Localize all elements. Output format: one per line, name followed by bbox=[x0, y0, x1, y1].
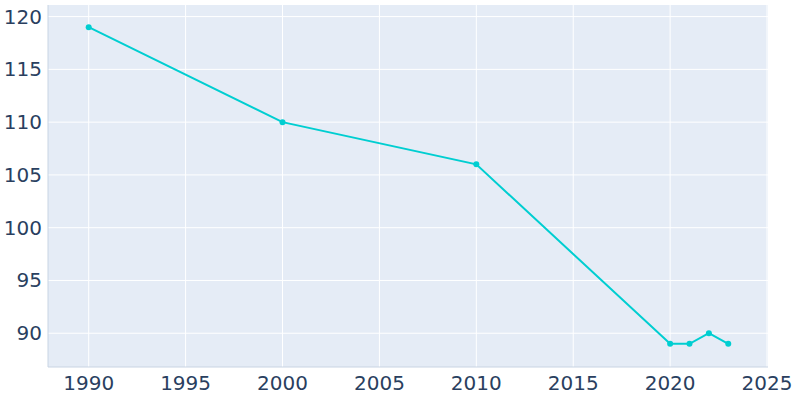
x-axis-line bbox=[48, 367, 768, 368]
y-tick-label: 120 bbox=[4, 5, 42, 29]
y-tick-label: 95 bbox=[17, 268, 42, 292]
x-tick-label: 1995 bbox=[160, 371, 211, 395]
x-grid-line bbox=[767, 5, 768, 367]
x-tick-label: 2000 bbox=[257, 371, 308, 395]
marker bbox=[280, 119, 286, 125]
y-tick-label: 110 bbox=[4, 110, 42, 134]
marker bbox=[667, 341, 673, 347]
x-grid-line bbox=[282, 5, 283, 367]
x-grid-line bbox=[476, 5, 477, 367]
y-grid-line bbox=[48, 122, 768, 123]
y-grid-line bbox=[48, 174, 768, 175]
marker bbox=[86, 24, 92, 30]
y-axis-line bbox=[48, 5, 49, 367]
y-grid-line bbox=[48, 280, 768, 281]
plot-background bbox=[48, 5, 768, 367]
marker bbox=[725, 341, 731, 347]
y-tick-label: 90 bbox=[17, 321, 42, 345]
x-grid-line bbox=[88, 5, 89, 367]
x-grid-line bbox=[670, 5, 671, 367]
marker bbox=[687, 341, 693, 347]
y-tick-label: 100 bbox=[4, 216, 42, 240]
x-grid-line bbox=[379, 5, 380, 367]
y-grid-line bbox=[48, 69, 768, 70]
x-tick-label: 2010 bbox=[451, 371, 502, 395]
x-tick-label: 2025 bbox=[742, 371, 793, 395]
y-grid-line bbox=[48, 227, 768, 228]
plot-area bbox=[86, 24, 732, 347]
marker bbox=[473, 161, 479, 167]
y-tick-label: 105 bbox=[4, 163, 42, 187]
x-tick-label: 2020 bbox=[645, 371, 696, 395]
marker bbox=[706, 330, 712, 336]
x-grid-line bbox=[185, 5, 186, 367]
line bbox=[89, 27, 729, 344]
x-grid-line bbox=[573, 5, 574, 367]
chart: 90 95 100 105 110 115 120 1990 1995 2000 2005 2010 2… bbox=[0, 0, 800, 400]
y-grid-line bbox=[48, 16, 768, 17]
x-tick-label: 2015 bbox=[548, 371, 599, 395]
x-tick-label: 2005 bbox=[354, 371, 405, 395]
x-tick-label: 1990 bbox=[63, 371, 114, 395]
y-tick-label: 115 bbox=[4, 57, 42, 81]
